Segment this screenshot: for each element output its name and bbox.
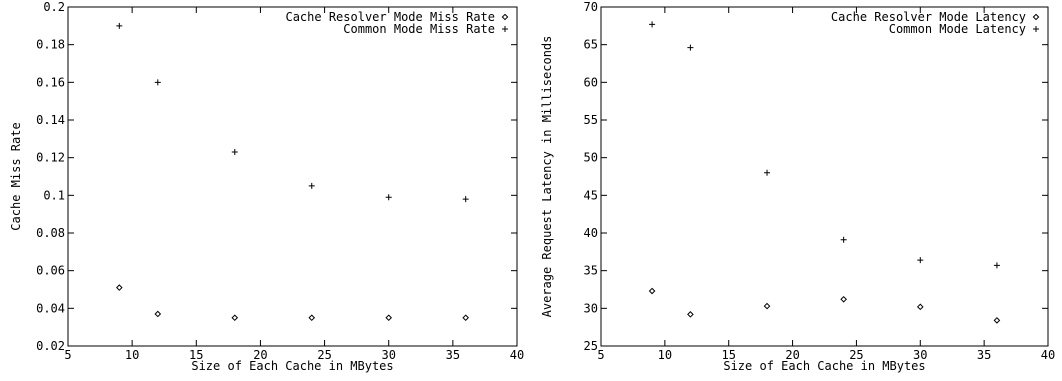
x-axis-label: Size of Each Cache in MBytes [191,359,393,373]
legend-label: Cache Resolver Mode Miss Rate [285,10,495,24]
y-tick-label: 0.04 [36,301,65,315]
series-resolver [116,284,469,322]
x-tick-label: 20 [785,348,799,362]
y-tick-label: 0.16 [36,75,65,89]
y-tick-label: 0.02 [36,339,65,353]
y-tick-label: 65 [584,38,598,52]
x-tick-label: 15 [721,348,735,362]
y-tick-label: 0.14 [36,113,65,127]
diamond-point [231,314,239,322]
diamond-point [154,310,162,318]
x-tick-label: 40 [1041,348,1055,362]
legend-marker [502,26,508,32]
diamond-point [916,303,924,311]
y-tick-label: 25 [584,339,598,353]
legend-marker [1032,13,1040,21]
diamond-point [462,314,469,322]
x-tick-label: 25 [849,348,863,362]
y-tick-label: 70 [584,0,598,14]
x-tick-label: 15 [189,348,203,362]
plus-point [231,149,238,156]
x-tick-label: 10 [658,348,672,362]
diamond-point [993,317,1001,324]
diamond-point [308,314,316,322]
plus-point [764,169,771,176]
miss-rate-chart-svg: 5 10 15 20 25 30 35 40 0.02 0.04 0.06 0.08 0.1 0.12 0.… [9,0,524,373]
x-tick-label: 35 [446,348,460,362]
diamond-point [116,284,123,291]
x-tick-label: 30 [381,348,395,362]
series-common [116,22,469,203]
diamond-point [648,287,656,295]
plus-point [917,257,924,264]
plot-frame [600,6,1049,347]
diamond-point [840,295,847,303]
x-tick-label: 5 [597,348,604,362]
x-tick-label: 25 [317,348,331,362]
x-tick-label: 35 [977,348,991,362]
latency-chart-svg: 5 10 15 20 25 30 35 40 25 30 35 40 45 50 55 60 65 70 Size … [540,0,1055,373]
y-tick-label: 0.18 [36,38,65,52]
y-tick-label: 0.12 [36,151,65,165]
diamond-point [385,314,393,322]
y-tick-label: 0.1 [43,188,65,202]
plus-point [687,44,694,51]
y-axis-label: Cache Miss Rate [9,122,23,230]
miss-rate-chart: 5 10 15 20 25 30 35 40 0.02 0.04 0.06 0.08 0.1 0.12 0.… [9,0,524,373]
y-tick-label: 35 [584,264,598,278]
plus-point [385,194,392,201]
plus-point [308,182,315,189]
x-tick-label: 40 [510,348,524,362]
x-axis-label: Size of Each Cache in MBytes [723,359,925,373]
legend-label: Cache Resolver Mode Latency [831,10,1026,24]
legend-label: Common Mode Latency [889,22,1026,36]
plus-point [993,262,1000,269]
series-resolver [648,287,1001,324]
latency-chart: 5 10 15 20 25 30 35 40 25 30 35 40 45 50 55 60 65 70 Size … [531,0,1062,381]
plus-point [462,196,469,203]
y-tick-label: 50 [584,151,598,165]
y-tick-label: 45 [584,188,598,202]
y-axis-label: Average Request Latency in Milliseconds [540,36,554,318]
y-tick-label: 30 [584,301,598,315]
y-tick-label: 40 [584,226,598,240]
y-tick-label: 60 [584,75,598,89]
x-tick-label: 20 [253,348,267,362]
x-tick-label: 30 [913,348,927,362]
plus-point [840,236,847,243]
y-tick-label: 0.06 [36,264,65,278]
y-tick-label: 55 [584,113,598,127]
x-tick-label: 10 [125,348,139,362]
legend-marker [1033,26,1039,32]
diamond-point [763,302,771,310]
plot-frame [67,6,518,347]
series-common [649,21,1000,269]
plus-point [116,22,123,29]
plus-point [154,79,161,86]
diamond-point [687,311,694,318]
y-tick-label: 0.2 [43,0,65,14]
y-tick-label: 0.08 [36,226,65,240]
legend-label: Common Mode Miss Rate [343,22,495,36]
legend-marker [501,13,509,21]
x-tick-label: 5 [64,348,71,362]
plus-point [649,21,656,28]
